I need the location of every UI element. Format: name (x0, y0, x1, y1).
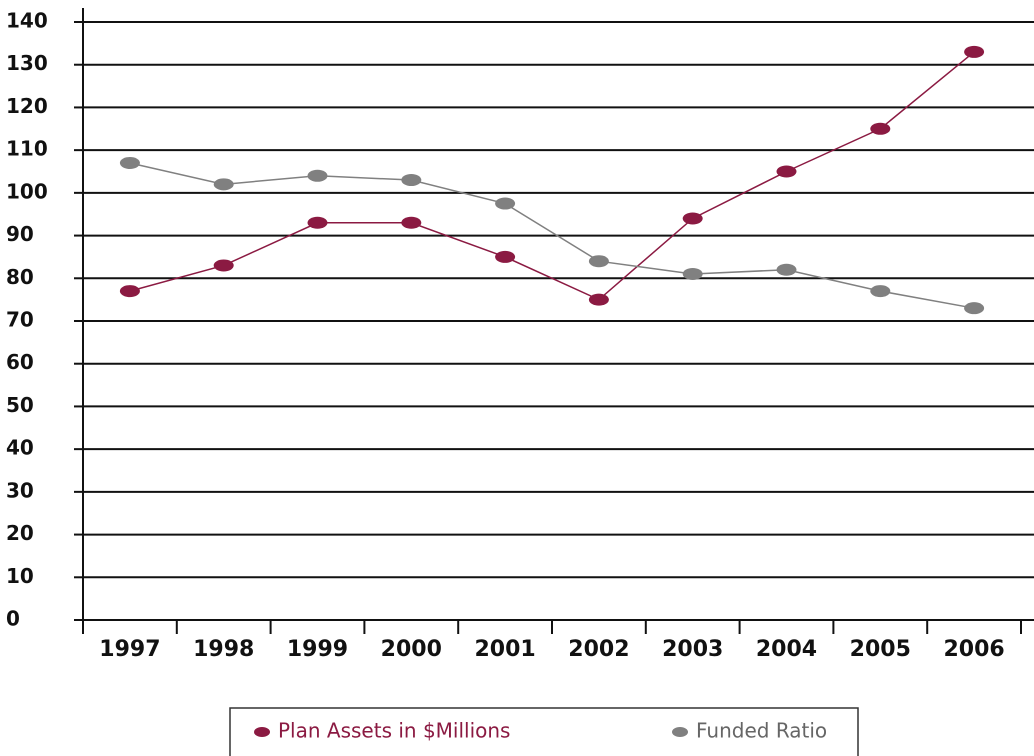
data-point (307, 169, 328, 182)
data-point (964, 45, 985, 58)
series-line (129, 51, 975, 301)
data-point (776, 263, 797, 276)
x-tick-label: 2002 (568, 637, 629, 662)
x-tick-label: 2006 (943, 637, 1004, 662)
data-point (401, 216, 422, 229)
legend-label: Funded Ratio (696, 719, 827, 743)
x-tick-label: 2001 (474, 637, 535, 662)
data-point (682, 212, 703, 225)
legend-marker (672, 727, 688, 737)
data-point (495, 197, 516, 210)
data-point (588, 255, 609, 268)
x-tick-label: 2005 (850, 637, 911, 662)
x-tick-label: 1998 (193, 637, 254, 662)
x-tick-label: 1999 (287, 637, 348, 662)
y-tick-label: 40 (6, 436, 34, 460)
y-tick-label: 0 (6, 607, 20, 631)
x-tick-label: 1997 (99, 637, 160, 662)
x-tick-label: 2003 (662, 637, 723, 662)
y-tick-label: 90 (6, 222, 34, 246)
y-tick-label: 120 (6, 94, 48, 118)
data-point (119, 156, 140, 169)
legend-label: Plan Assets in $Millions (278, 719, 510, 743)
data-point (870, 285, 891, 298)
legend-box (229, 707, 859, 756)
y-tick-label: 30 (6, 478, 34, 502)
y-tick-label: 20 (6, 521, 34, 545)
y-tick-label: 70 (6, 308, 34, 332)
y-tick-label: 100 (6, 179, 48, 203)
y-tick-label: 50 (6, 393, 34, 417)
data-point (588, 293, 609, 306)
data-point (495, 250, 516, 263)
data-point (682, 268, 703, 281)
y-tick-label: 10 (6, 564, 34, 588)
data-point (119, 285, 140, 298)
y-tick-label: 60 (6, 350, 34, 374)
y-tick-label: 110 (6, 137, 48, 161)
data-point (213, 178, 234, 191)
legend-marker (254, 727, 270, 737)
data-point (964, 302, 985, 315)
x-tick-label: 2000 (381, 637, 442, 662)
x-tick-label: 2004 (756, 637, 817, 662)
data-point (213, 259, 234, 272)
y-tick-label: 140 (6, 9, 48, 33)
data-point (776, 165, 797, 178)
data-point (307, 216, 328, 229)
series-line (129, 162, 975, 309)
data-point (401, 174, 422, 187)
data-point (870, 122, 891, 135)
y-tick-label: 80 (6, 265, 34, 289)
y-tick-label: 130 (6, 51, 48, 75)
